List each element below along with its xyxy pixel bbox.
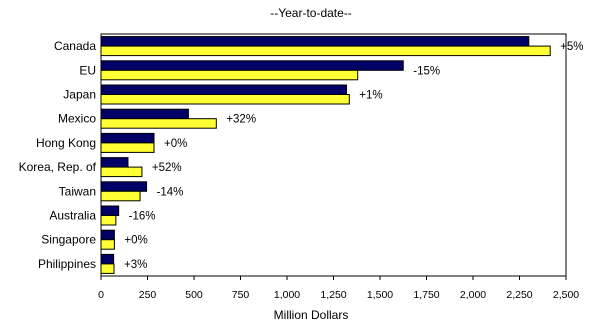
bar-series-1 [100,132,155,144]
category-label: Hong Kong [36,136,96,150]
percent-change-label: +52% [152,162,182,174]
bar-series-2 [100,215,117,226]
bar-series-1 [100,108,189,120]
x-tick-label: 2,000 [460,289,486,301]
bar-series-1 [100,157,129,168]
x-tick-label: 0 [98,289,104,301]
x-tick-label: 1,000 [274,289,300,301]
percent-change-label: +3% [124,259,147,271]
category-label: EU [79,63,96,77]
category-label: Australia [49,209,96,223]
bar-series-1 [100,229,115,241]
bar-series-1 [100,253,115,265]
category-label: Philippines [38,257,96,271]
category-label: Taiwan [59,184,96,198]
percent-change-label: +0% [164,138,187,150]
x-tick-label: 1,250 [320,289,346,301]
x-tick-label: 500 [185,289,203,301]
x-axis-label: Million Dollars [274,308,349,322]
bar-series-2 [100,263,115,274]
percent-change-label: -15% [413,65,440,77]
category-label: Singapore [41,233,96,247]
bar-series-2 [100,166,143,178]
percent-change-label: +32% [226,114,256,126]
category-label: Canada [54,39,96,53]
x-tick-label: 1,750 [413,289,439,301]
bar-series-2 [100,142,155,153]
bar-series-2 [100,69,359,81]
percent-change-label: +5% [560,41,583,53]
bar-series-1 [100,205,120,216]
category-label: Korea, Rep. of [19,160,97,174]
bar-series-1 [100,36,530,47]
category-labels: Canada EU Japan Mexico Hong Kong Korea, Rep. … [19,39,97,271]
percent-change-label: -16% [129,211,156,223]
percent-change-label: -14% [157,186,184,198]
bar-series-2 [100,94,350,105]
bar-series-1 [100,181,148,192]
percent-change-label: +0% [124,235,147,247]
category-label: Mexico [58,112,96,126]
chart-title: --Year-to-date-- [270,6,352,20]
percent-change-label: +1% [359,90,382,102]
x-tick-label: 2,500 [553,289,579,301]
bar-series-2 [100,45,551,57]
x-tick-label: 250 [139,289,157,301]
annotation-labels: +5% -15% +1% +32% +0% +52% -14% -16% +0% +3% [124,41,584,271]
bar-series-2 [100,190,141,202]
bars-group [100,36,551,274]
x-axis: 0 250 500 750 1,000 1,250 1,500 1,750 2,000 2,250… [98,276,579,301]
category-label: Japan [63,88,96,102]
bar-series-1 [100,84,348,95]
x-tick-label: 2,250 [506,289,532,301]
bar-series-2 [100,118,217,129]
bar-series-1 [100,60,404,71]
bar-series-2 [100,239,115,250]
x-tick-label: 1,500 [367,289,393,301]
x-tick-label: 750 [232,289,250,301]
